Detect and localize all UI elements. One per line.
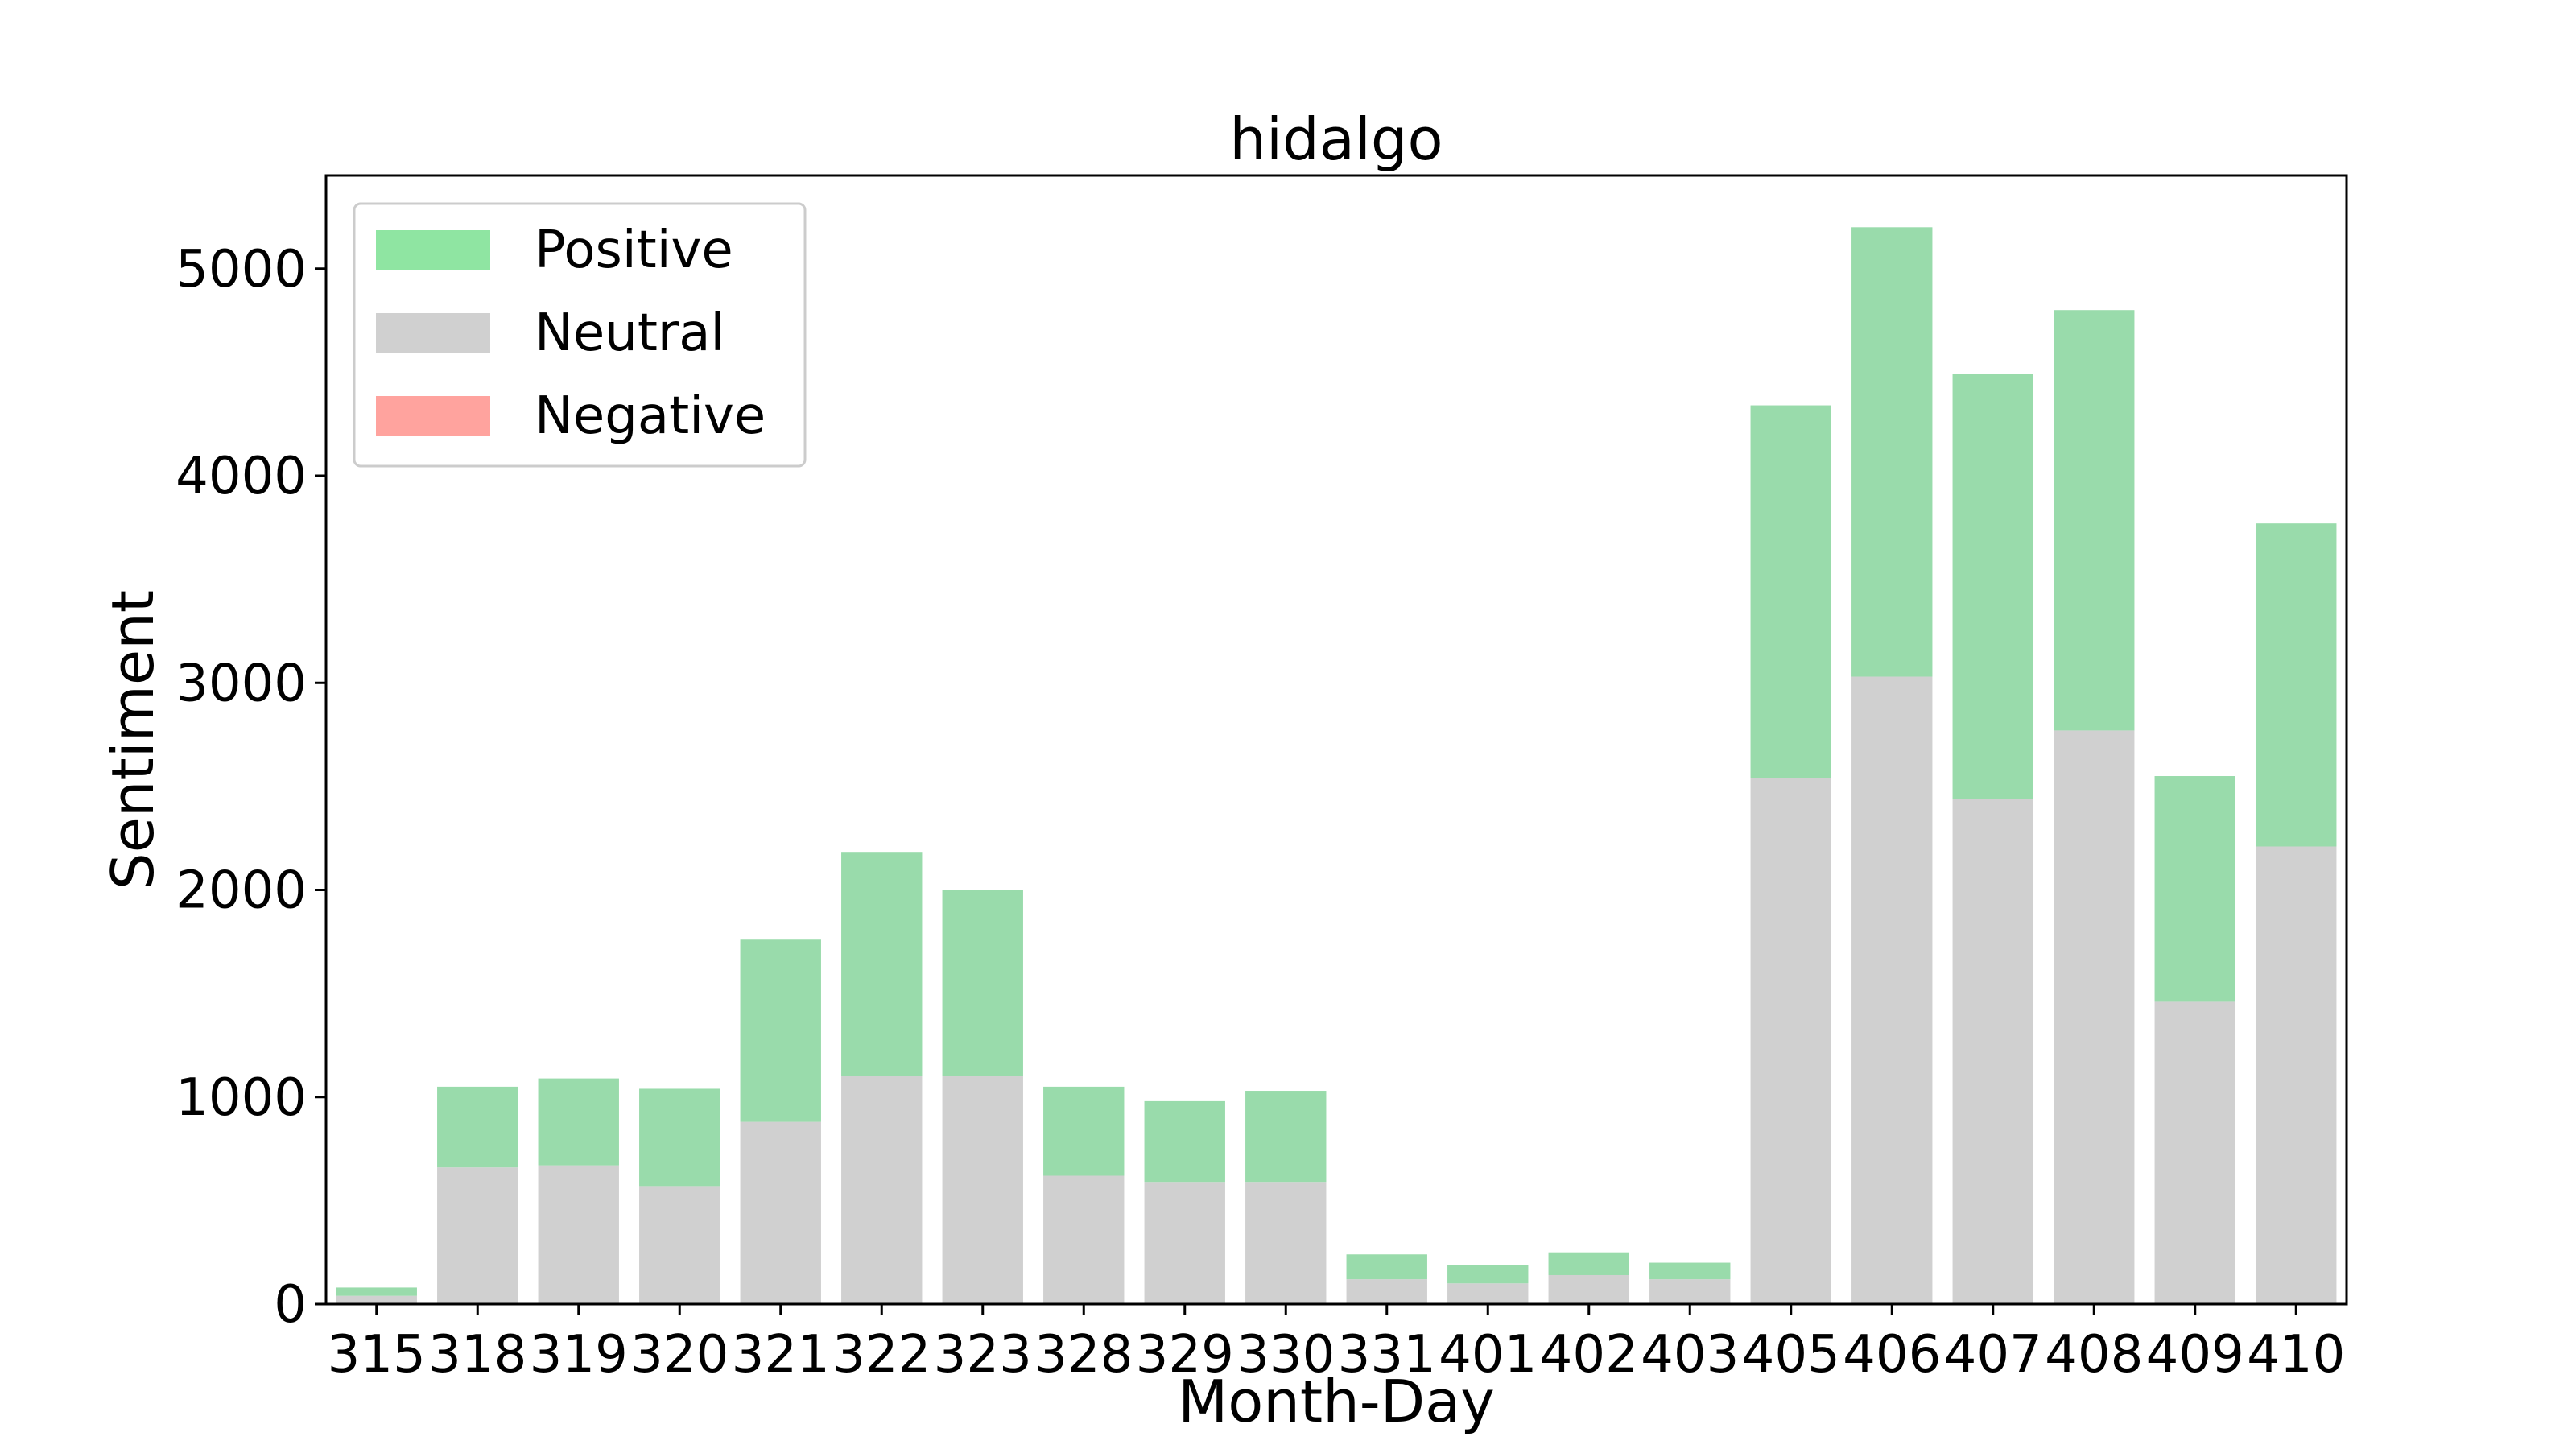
x-tick-label-330: 330 [1236,1325,1335,1385]
bar-neutral-315 [336,1295,417,1304]
legend: Positive Neutral Negative [353,202,807,468]
bar-neutral-319 [538,1165,619,1304]
bar-positive-406 [1852,227,1933,677]
plot-frame [324,174,2348,1306]
y-tick-label-4000: 4000 [175,447,307,506]
bar-positive-408 [2054,310,2135,731]
bar-positive-402 [1548,1252,1629,1275]
x-tick-label-407: 407 [1944,1325,2042,1385]
x-axis: 315 318 319 320 321 322 323 328 329 330 331 401 402 4… [328,1304,2345,1385]
y-axis: 0 1000 2000 3000 4000 5000 [175,240,326,1335]
bar-neutral-318 [437,1167,518,1304]
x-tick-label-408: 408 [2045,1325,2143,1385]
x-tick-label-321: 321 [732,1325,830,1385]
legend-label-positive: Positive [535,221,733,280]
bar-positive-331 [1346,1254,1427,1280]
y-tick-label-3000: 3000 [175,654,307,713]
x-tick-label-318: 318 [428,1325,526,1385]
x-tick-label-403: 403 [1641,1325,1739,1385]
bar-neutral-330 [1245,1182,1327,1304]
bar-positive-407 [1952,374,2033,799]
bar-neutral-409 [2154,1001,2235,1304]
x-tick-label-410: 410 [2247,1325,2345,1385]
y-axis-label: Sentiment [99,590,167,890]
x-axis-label: Month-Day [1178,1368,1495,1435]
bar-positive-322 [841,852,923,1077]
x-tick-label-315: 315 [328,1325,426,1385]
x-tick-label-320: 320 [630,1325,729,1385]
bar-positive-330 [1245,1091,1327,1183]
x-tick-label-323: 323 [934,1325,1032,1385]
bar-neutral-323 [942,1076,1023,1304]
bar-neutral-406 [1852,676,1933,1304]
bar-positive-320 [639,1088,720,1187]
bar-positive-319 [538,1078,619,1166]
bar-neutral-403 [1649,1279,1731,1304]
legend-swatch-positive [376,230,490,270]
y-tick-label-2000: 2000 [175,861,307,921]
y-tick-label-0: 0 [274,1275,307,1335]
bar-neutral-329 [1144,1182,1225,1304]
bar-positive-323 [942,890,1023,1077]
bar-positive-405 [1750,405,1831,778]
bar-positive-315 [336,1287,417,1296]
x-tick-label-331: 331 [1338,1325,1436,1385]
bar-positive-410 [2256,523,2337,847]
bar-positive-403 [1649,1262,1731,1280]
legend-label-negative: Negative [535,386,766,446]
x-tick-label-319: 319 [530,1325,628,1385]
bar-neutral-402 [1548,1274,1629,1304]
x-tick-label-406: 406 [1843,1325,1941,1385]
bar-positive-318 [437,1086,518,1168]
bar-neutral-401 [1447,1283,1529,1304]
x-tick-label-409: 409 [2146,1325,2244,1385]
chart-title: hidalgo [1229,105,1443,173]
bar-neutral-407 [1952,799,2033,1304]
x-tick-label-322: 322 [832,1325,931,1385]
x-tick-label-405: 405 [1742,1325,1840,1385]
legend-swatch-negative [376,396,490,436]
y-tick-label-5000: 5000 [175,240,307,299]
bar-neutral-405 [1750,778,1831,1304]
x-tick-label-328: 328 [1034,1325,1133,1385]
bar-neutral-320 [639,1186,720,1304]
x-tick-label-401: 401 [1439,1325,1537,1385]
bar-neutral-321 [740,1121,821,1304]
bar-positive-409 [2154,776,2235,1002]
bar-positive-321 [740,939,821,1122]
bar-positive-328 [1043,1086,1125,1176]
x-tick-label-329: 329 [1136,1325,1234,1385]
x-tick-label-402: 402 [1540,1325,1638,1385]
legend-swatch-neutral [376,313,490,353]
bar-neutral-328 [1043,1175,1125,1304]
bar-neutral-410 [2256,846,2337,1304]
bar-neutral-322 [841,1076,923,1304]
legend-label-neutral: Neutral [535,303,724,363]
bar-neutral-331 [1346,1279,1427,1304]
y-tick-label-1000: 1000 [175,1068,307,1128]
bars-layer [336,227,2337,1304]
bar-positive-401 [1447,1265,1529,1284]
bar-positive-329 [1144,1100,1225,1183]
bar-neutral-408 [2054,730,2135,1304]
